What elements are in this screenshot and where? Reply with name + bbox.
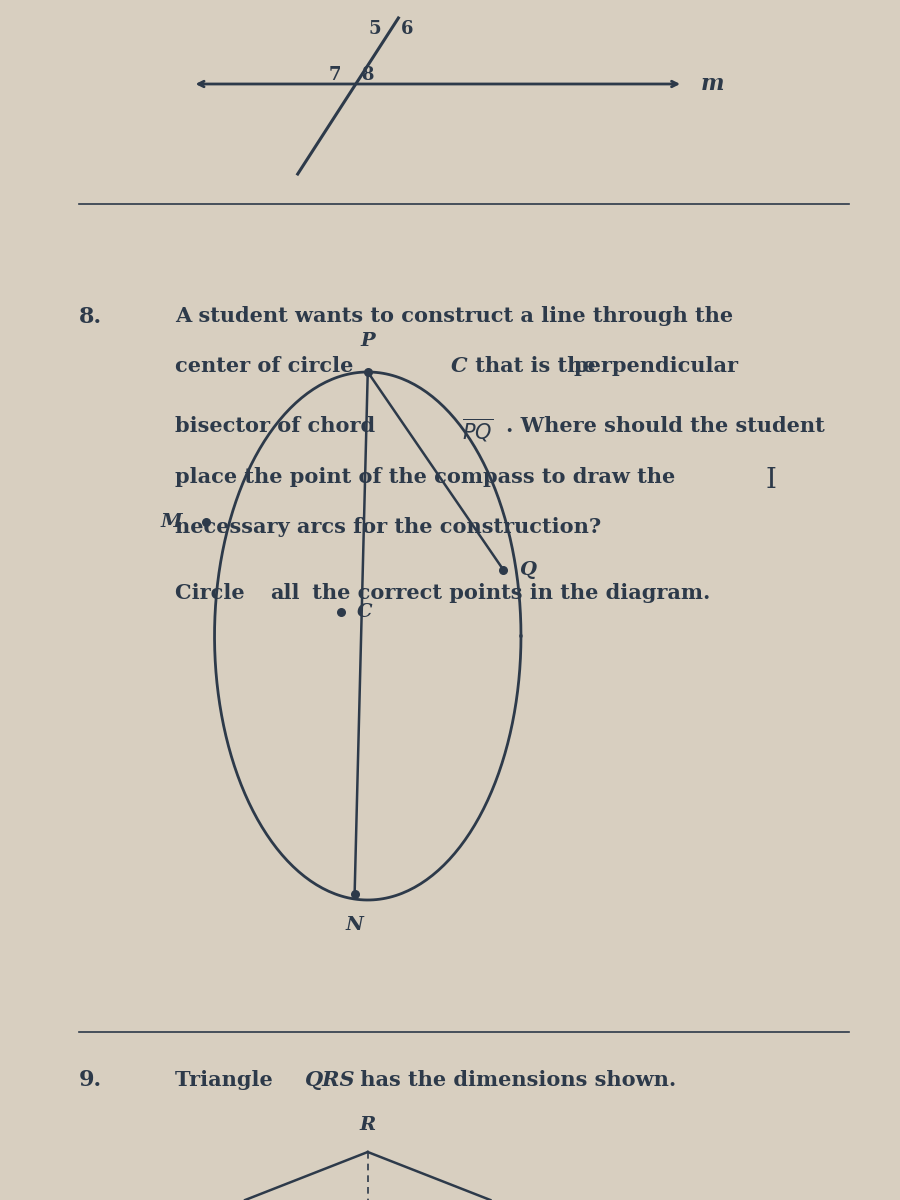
- Text: I: I: [765, 467, 776, 493]
- Text: 7: 7: [329, 66, 341, 84]
- Text: necessary arcs for the construction?: necessary arcs for the construction?: [176, 517, 601, 538]
- Point: [496, 560, 510, 580]
- Point: [361, 362, 375, 382]
- Text: . Where should the student: . Where should the student: [506, 416, 824, 437]
- Text: center of circle: center of circle: [176, 356, 361, 377]
- Text: N: N: [346, 916, 364, 934]
- Point: [334, 602, 348, 622]
- Text: all: all: [270, 583, 299, 602]
- Text: has the dimensions shown.: has the dimensions shown.: [353, 1070, 676, 1090]
- Text: $\overline{PQ}$: $\overline{PQ}$: [463, 416, 493, 444]
- Text: A student wants to construct a line through the: A student wants to construct a line thro…: [176, 306, 733, 326]
- Text: C: C: [451, 356, 468, 377]
- Text: 6: 6: [401, 20, 413, 38]
- Text: 8: 8: [361, 66, 374, 84]
- Text: P: P: [360, 332, 375, 350]
- Text: Circle: Circle: [176, 583, 252, 602]
- Text: 8.: 8.: [79, 306, 102, 328]
- Text: QRS: QRS: [305, 1070, 356, 1090]
- Text: Triangle: Triangle: [176, 1070, 280, 1090]
- Point: [347, 884, 362, 904]
- Text: M: M: [160, 514, 182, 530]
- Text: the correct points in the diagram.: the correct points in the diagram.: [305, 583, 710, 602]
- Text: that is the: that is the: [468, 356, 603, 377]
- Text: perpendicular: perpendicular: [573, 356, 739, 377]
- Text: 5: 5: [368, 20, 381, 38]
- Text: 9.: 9.: [79, 1069, 102, 1091]
- Text: place the point of the compass to draw the: place the point of the compass to draw t…: [176, 467, 675, 487]
- Point: [199, 512, 213, 532]
- Text: R: R: [360, 1116, 376, 1134]
- Text: m: m: [700, 73, 724, 95]
- Text: C: C: [357, 602, 373, 622]
- Text: Q: Q: [519, 560, 536, 578]
- Text: bisector of chord: bisector of chord: [176, 416, 382, 437]
